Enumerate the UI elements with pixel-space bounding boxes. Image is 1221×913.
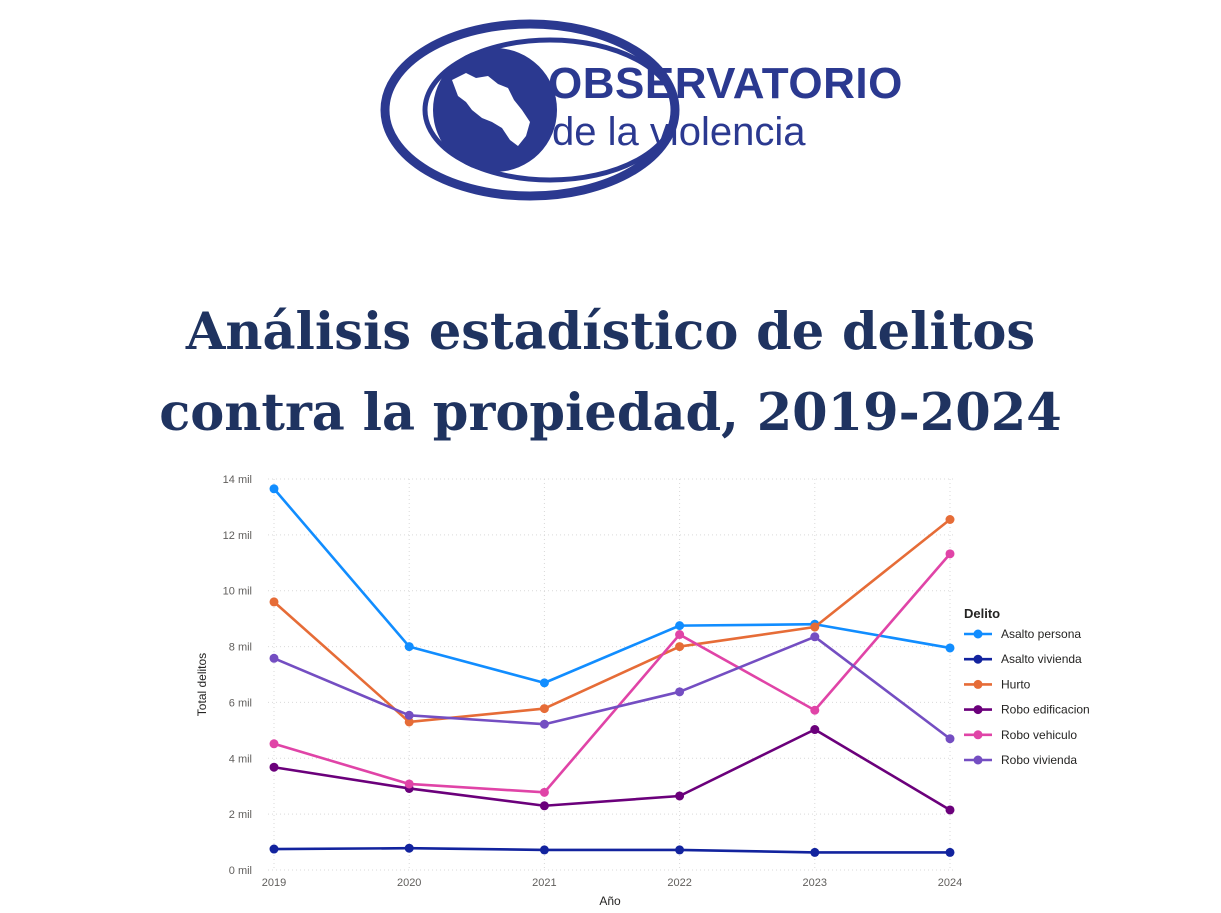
legend-item[interactable]: Asalto persona bbox=[964, 627, 1081, 641]
logo-title: OBSERVATORIO bbox=[548, 59, 903, 108]
legend-swatch-marker bbox=[973, 705, 983, 715]
data-point[interactable] bbox=[945, 643, 955, 653]
data-point[interactable] bbox=[404, 779, 414, 789]
data-point[interactable] bbox=[675, 845, 685, 855]
series-line bbox=[273, 487, 951, 685]
data-point[interactable] bbox=[810, 622, 820, 632]
data-point[interactable] bbox=[539, 678, 549, 688]
data-point[interactable] bbox=[404, 710, 414, 720]
y-tick-label: 2 mil bbox=[229, 809, 252, 821]
x-tick-label: 2021 bbox=[532, 877, 556, 889]
legend-title: Delito bbox=[964, 606, 1000, 621]
series-asalto-persona bbox=[269, 484, 955, 688]
data-point[interactable] bbox=[810, 705, 820, 715]
page-title-line-1: Análisis estadístico de delitos bbox=[185, 302, 1036, 362]
data-point[interactable] bbox=[539, 704, 549, 714]
costa-rica-map-icon bbox=[452, 73, 530, 146]
legend-item[interactable]: Hurto bbox=[964, 677, 1031, 691]
series-robo-vivienda bbox=[269, 632, 955, 744]
series-hurto bbox=[269, 514, 955, 727]
legend-item[interactable]: Asalto vivienda bbox=[964, 652, 1082, 666]
chart-legend: Delito Asalto persona Asalto vivienda Hurt… bbox=[964, 606, 1090, 767]
series-robo-vehiculo bbox=[269, 549, 955, 797]
legend-label: Hurto bbox=[1001, 677, 1031, 691]
legend-label: Robo vehiculo bbox=[1001, 728, 1077, 742]
y-tick-label: 8 mil bbox=[229, 642, 252, 654]
page-title-line-2: contra la propiedad, 2019-2024 bbox=[159, 383, 1062, 443]
data-point[interactable] bbox=[404, 843, 414, 853]
legend-item[interactable]: Robo vivienda bbox=[964, 753, 1077, 767]
series-line bbox=[273, 518, 951, 724]
legend-swatch-marker bbox=[973, 730, 983, 740]
series-line bbox=[273, 728, 951, 812]
x-axis-title: Año bbox=[599, 894, 621, 908]
data-point[interactable] bbox=[675, 630, 685, 640]
x-axis-ticks: 2019 2020 2021 2022 2023 2024 bbox=[262, 877, 962, 889]
data-point[interactable] bbox=[945, 514, 955, 524]
data-point[interactable] bbox=[945, 549, 955, 559]
data-point[interactable] bbox=[269, 653, 279, 663]
y-tick-label: 0 mil bbox=[229, 865, 252, 877]
y-axis-title: Total delitos bbox=[195, 653, 209, 716]
logo-inner-ring bbox=[422, 37, 678, 183]
x-tick-label: 2020 bbox=[397, 877, 421, 889]
data-point[interactable] bbox=[675, 687, 685, 697]
data-point[interactable] bbox=[810, 725, 820, 735]
data-point[interactable] bbox=[675, 791, 685, 801]
series-robo-edificacion bbox=[269, 725, 955, 815]
logo-subtitle: de la violencia bbox=[552, 110, 806, 154]
legend-swatch-marker bbox=[973, 679, 983, 689]
x-tick-label: 2024 bbox=[938, 877, 962, 889]
data-point[interactable] bbox=[539, 845, 549, 855]
data-point[interactable] bbox=[269, 739, 279, 749]
legend-item[interactable]: Robo edificacion bbox=[964, 703, 1090, 717]
data-point[interactable] bbox=[539, 719, 549, 729]
x-tick-label: 2019 bbox=[262, 877, 286, 889]
legend-label: Asalto persona bbox=[1001, 627, 1081, 641]
data-point[interactable] bbox=[269, 597, 279, 607]
x-tick-label: 2023 bbox=[803, 877, 827, 889]
y-tick-label: 14 mil bbox=[223, 474, 252, 486]
legend-label: Robo edificacion bbox=[1001, 703, 1090, 717]
data-point[interactable] bbox=[675, 621, 685, 631]
y-tick-label: 12 mil bbox=[223, 530, 252, 542]
x-tick-label: 2022 bbox=[667, 877, 691, 889]
data-point[interactable] bbox=[810, 632, 820, 642]
legend-swatch-marker bbox=[973, 654, 983, 664]
y-tick-label: 6 mil bbox=[229, 697, 252, 709]
y-tick-label: 10 mil bbox=[223, 586, 252, 598]
data-point[interactable] bbox=[404, 717, 414, 727]
data-point[interactable] bbox=[269, 762, 279, 772]
data-point[interactable] bbox=[539, 801, 549, 811]
data-point[interactable] bbox=[404, 642, 414, 652]
data-point[interactable] bbox=[945, 847, 955, 857]
series-line bbox=[273, 846, 950, 854]
y-tick-label: 4 mil bbox=[229, 753, 252, 765]
legend-swatch-marker bbox=[973, 629, 983, 639]
y-axis-ticks: 0 mil 2 mil 4 mil 6 mil 8 mil 10 mil 12 mil 14 … bbox=[223, 474, 252, 877]
data-point[interactable] bbox=[810, 847, 820, 857]
series-line bbox=[273, 635, 951, 740]
data-point[interactable] bbox=[269, 844, 279, 854]
chart-series bbox=[269, 484, 955, 857]
data-point[interactable] bbox=[945, 805, 955, 815]
data-point[interactable] bbox=[945, 734, 955, 744]
data-point[interactable] bbox=[675, 642, 685, 652]
legend-item[interactable]: Robo vehiculo bbox=[964, 728, 1077, 742]
legend-label: Asalto vivienda bbox=[1001, 652, 1082, 666]
series-asalto-vivienda bbox=[269, 843, 955, 857]
data-point[interactable] bbox=[269, 484, 279, 494]
legend-swatch-marker bbox=[973, 755, 983, 765]
data-point[interactable] bbox=[539, 787, 549, 797]
series-line bbox=[273, 552, 951, 794]
chart-grid bbox=[268, 478, 954, 871]
legend-label: Robo vivienda bbox=[1001, 753, 1077, 767]
observatorio-logo bbox=[380, 19, 680, 201]
